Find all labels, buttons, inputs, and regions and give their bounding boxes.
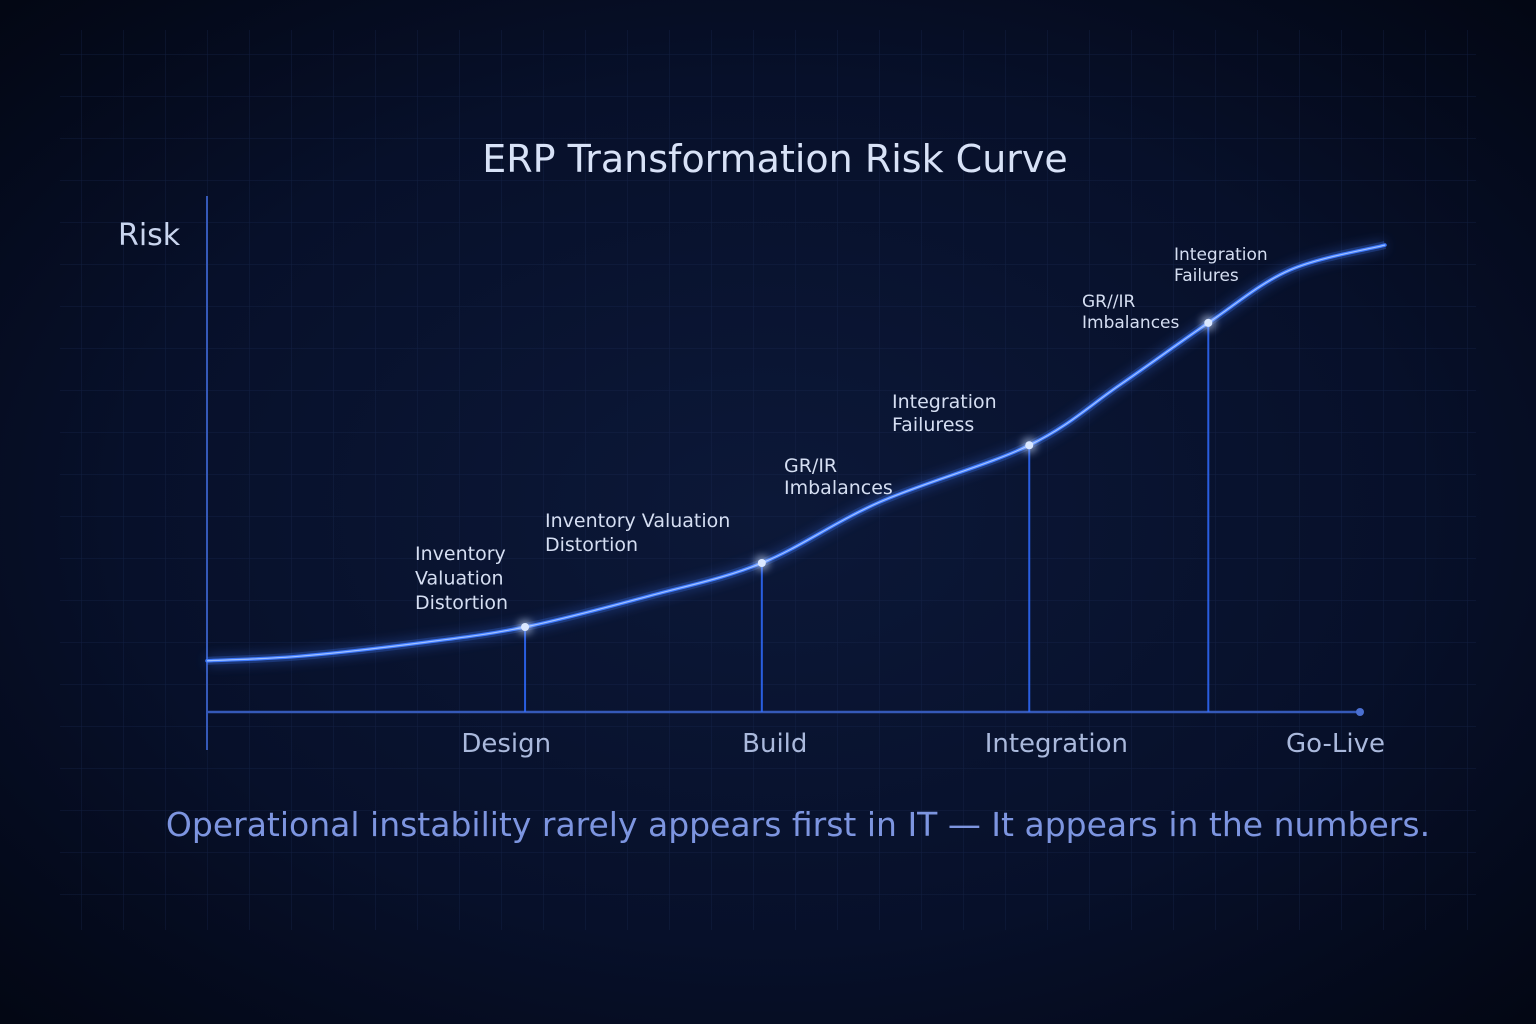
x-tick-label: Go-Live [1286, 729, 1385, 759]
annotation: Inventory Valuation [545, 510, 730, 532]
annotation: Inventory [415, 543, 506, 565]
grid-pattern [60, 30, 1476, 930]
x-tick-label: Build [742, 729, 807, 759]
milestone-point [1204, 318, 1213, 327]
annotation: Imbalances [1082, 313, 1180, 333]
subtitle: Operational instability rarely appears f… [166, 805, 1430, 844]
y-axis-label: Risk [118, 218, 181, 253]
milestone-point [757, 559, 766, 568]
chart-title: ERP Transformation Risk Curve [482, 137, 1068, 181]
annotation: GR/IR [784, 455, 837, 477]
milestone-point [1025, 441, 1034, 450]
annotation: Integration [892, 391, 997, 413]
annotation: Valuation [415, 568, 504, 590]
annotation: Imbalances [784, 477, 893, 499]
annotation: Integration [1174, 245, 1268, 265]
annotation: Distortion [415, 592, 508, 614]
annotation: Distortion [545, 534, 638, 556]
milestone-point [521, 623, 530, 632]
annotation: Failures [1174, 266, 1239, 286]
x-tick-label: Integration [985, 729, 1128, 759]
annotation: GR//IR [1082, 292, 1135, 312]
axis-end [1356, 708, 1364, 716]
x-tick-label: Design [461, 729, 551, 759]
annotation: Failuress [892, 414, 974, 436]
